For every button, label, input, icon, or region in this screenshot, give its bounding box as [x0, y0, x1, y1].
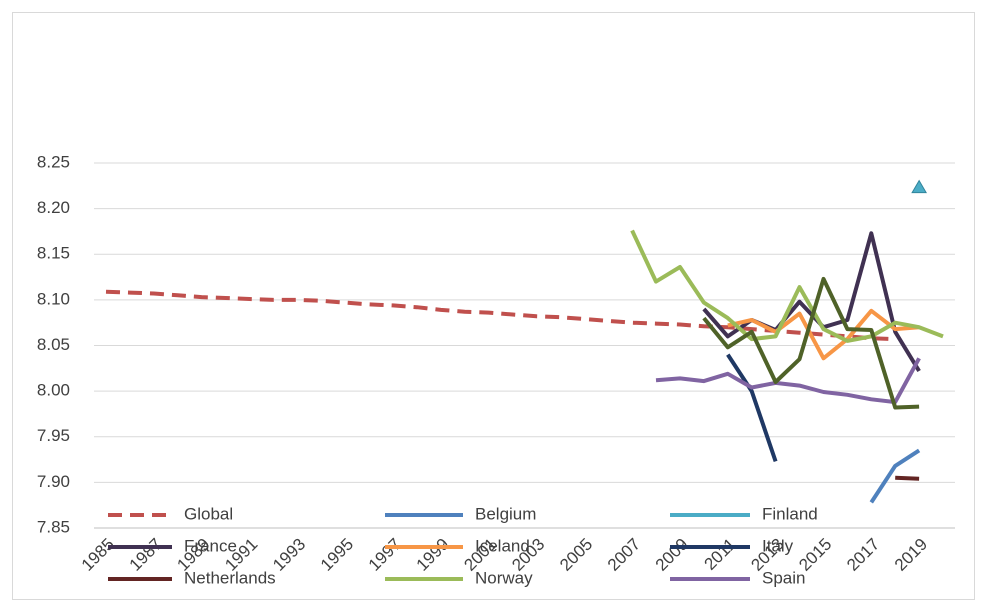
legend-label: Finland — [762, 504, 818, 523]
legend-label: Global — [184, 504, 233, 523]
legend-label: Netherlands — [184, 568, 276, 587]
y-tick-label: 8.00 — [37, 381, 70, 400]
legend-label: Italy — [762, 536, 794, 555]
series-line — [655, 357, 921, 405]
marker — [911, 179, 927, 194]
y-tick-label: 8.25 — [37, 152, 70, 171]
y-tick-label: 7.95 — [37, 426, 70, 445]
y-tick-label: 8.20 — [37, 198, 70, 217]
legend-label: Belgium — [475, 504, 536, 523]
legend-label: Norway — [475, 568, 533, 587]
y-tick-label: 7.90 — [37, 472, 70, 491]
legend-label: Iceland — [475, 536, 530, 555]
series-line — [895, 475, 920, 481]
series-line — [702, 276, 920, 410]
series-line — [727, 308, 920, 361]
series-line — [726, 353, 778, 463]
series-line — [630, 229, 944, 343]
y-tick-label: 7.85 — [37, 517, 70, 536]
series-line — [869, 448, 921, 504]
legend-label: France — [184, 536, 237, 555]
y-tick-label: 8.10 — [37, 289, 70, 308]
y-tick-label: 8.15 — [37, 244, 70, 263]
legend-label: Spain — [762, 568, 805, 587]
y-tick-label: 8.05 — [37, 335, 70, 354]
